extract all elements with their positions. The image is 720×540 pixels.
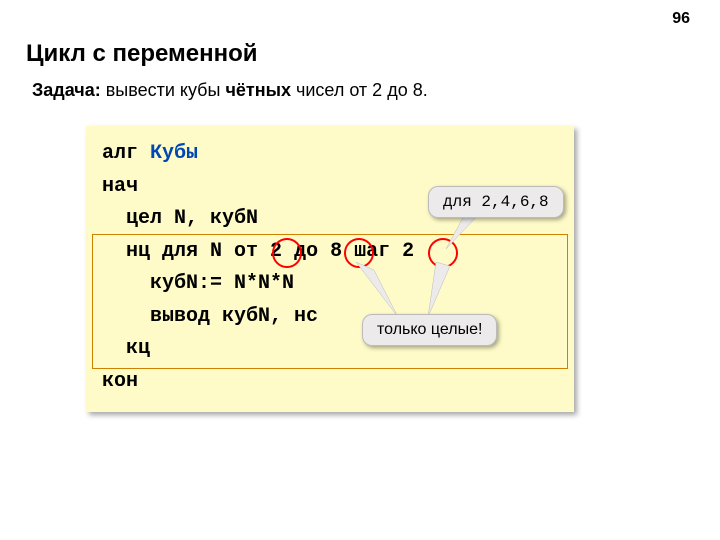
task-text: Задача: вывести кубы чётных чисел от 2 д…	[32, 80, 428, 101]
assign: кубN:= N*N*N	[150, 272, 294, 295]
circle-start	[272, 238, 302, 268]
loop-1: нц для N от	[126, 240, 270, 263]
task-t1: вывести кубы	[101, 80, 226, 100]
output: вывод кубN, нс	[150, 305, 318, 328]
task-bold: чётных	[225, 80, 291, 100]
val-2b: 2	[402, 240, 414, 263]
decl: N, кубN	[162, 207, 258, 230]
val-8: 8	[330, 240, 342, 263]
kw-kc: кц	[126, 337, 150, 360]
code-box: алг Кубы нач цел N, кубN нц для N от 2 д…	[86, 126, 574, 412]
callout-integers: только целые!	[362, 314, 497, 346]
prog-name: Кубы	[150, 142, 198, 165]
kw-kon: кон	[102, 370, 138, 393]
callout-values: для 2,4,6,8	[428, 186, 564, 218]
callout-pointer-1	[426, 212, 506, 262]
page-title: Цикл с переменной	[26, 40, 258, 68]
kw-nach: нач	[102, 175, 138, 198]
kw-alg: алг	[102, 142, 138, 165]
task-t2: чисел от 2 до 8.	[291, 80, 428, 100]
task-label: Задача:	[32, 80, 101, 100]
page-number: 96	[672, 10, 690, 28]
kw-cel: цел	[126, 207, 162, 230]
